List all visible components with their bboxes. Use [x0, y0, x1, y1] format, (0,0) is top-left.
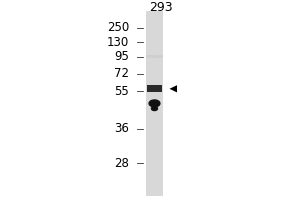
Text: 72: 72	[114, 67, 129, 80]
Text: 36: 36	[114, 122, 129, 135]
Polygon shape	[169, 85, 177, 92]
Bar	[146, 55, 163, 58]
Bar	[147, 85, 162, 92]
Circle shape	[152, 107, 158, 111]
Text: 130: 130	[107, 36, 129, 49]
Circle shape	[149, 100, 160, 107]
Text: 95: 95	[114, 50, 129, 63]
Text: 55: 55	[114, 85, 129, 98]
Text: 293: 293	[149, 1, 172, 14]
Text: 250: 250	[107, 21, 129, 34]
Bar	[146, 11, 163, 196]
Text: 28: 28	[114, 157, 129, 170]
